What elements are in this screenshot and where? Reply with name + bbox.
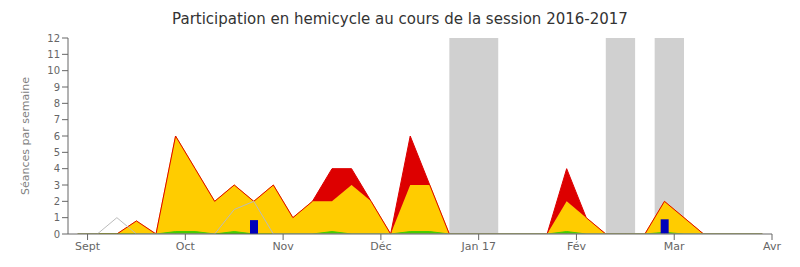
- svg-text:12: 12: [47, 33, 60, 44]
- svg-text:5: 5: [54, 147, 60, 158]
- svg-text:4: 4: [54, 163, 60, 174]
- svg-text:7: 7: [54, 114, 60, 125]
- svg-text:3: 3: [54, 180, 60, 191]
- svg-text:11: 11: [47, 49, 60, 60]
- svg-text:Oct: Oct: [176, 240, 196, 253]
- svg-text:Nov: Nov: [272, 240, 294, 253]
- svg-text:1: 1: [54, 212, 60, 223]
- svg-text:0: 0: [54, 229, 60, 240]
- svg-text:6: 6: [54, 131, 60, 142]
- svg-text:Jan 17: Jan 17: [460, 240, 495, 253]
- svg-text:2: 2: [54, 196, 60, 207]
- svg-text:8: 8: [54, 98, 60, 109]
- svg-text:Avr: Avr: [763, 240, 781, 253]
- svg-text:Déc: Déc: [370, 240, 391, 253]
- html-text:Participation en hemicycle au: Participation en hemicycle au cours de l…: [172, 10, 628, 28]
- svg-text:Fév: Fév: [567, 240, 586, 253]
- svg-text:Mar: Mar: [664, 240, 685, 253]
- svg-text:9: 9: [54, 82, 60, 93]
- svg-text:10: 10: [47, 65, 60, 76]
- svg-text:Séances par semaine: Séances par semaine: [19, 77, 32, 195]
- svg-text:Sept: Sept: [75, 240, 101, 253]
